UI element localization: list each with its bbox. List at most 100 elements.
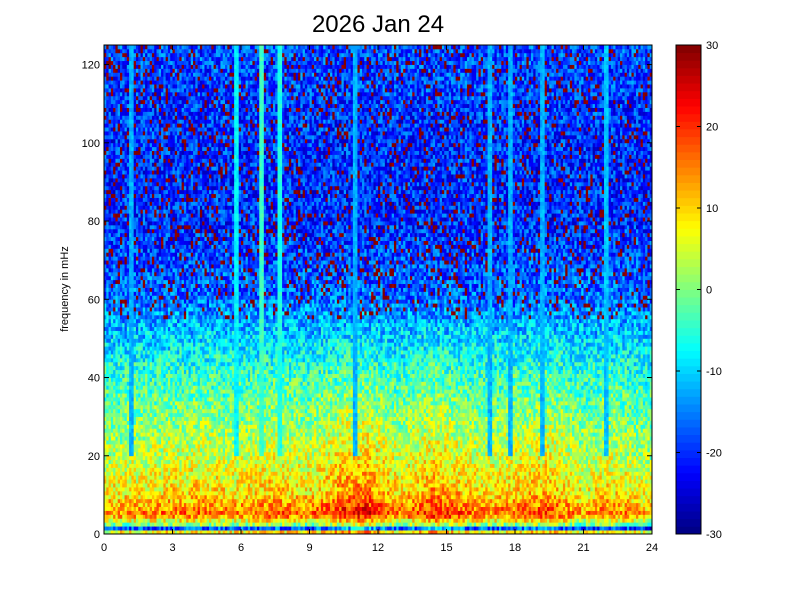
heatmap-cell — [138, 518, 141, 523]
heatmap-cell — [133, 502, 137, 508]
heatmap-cell — [106, 56, 109, 62]
heatmap-cell — [147, 412, 151, 418]
heatmap-cell — [190, 393, 194, 398]
heatmap-cell — [126, 295, 130, 300]
heatmap-cell — [161, 68, 164, 73]
heatmap-cell — [131, 397, 135, 402]
heatmap-cell — [174, 397, 178, 402]
heatmap-cell — [186, 267, 189, 273]
heatmap-cell — [104, 412, 107, 418]
heatmap-cell — [110, 91, 114, 97]
heatmap-cell — [158, 213, 162, 218]
heatmap-cell — [133, 240, 137, 245]
heatmap-cell — [124, 369, 128, 375]
heatmap-cell — [133, 299, 137, 304]
heatmap-cell — [147, 76, 151, 81]
heatmap-cell — [149, 354, 153, 359]
heatmap-cell — [177, 232, 180, 238]
heatmap-cell — [158, 197, 162, 202]
heatmap-cell — [119, 205, 123, 210]
heatmap-cell — [115, 526, 119, 531]
heatmap-cell — [188, 334, 192, 339]
heatmap-cell — [110, 357, 114, 363]
heatmap-cell — [186, 295, 189, 300]
heatmap-cell — [129, 146, 132, 152]
heatmap-cell — [133, 170, 137, 175]
heatmap-cell — [163, 52, 167, 58]
heatmap-cell — [172, 256, 176, 261]
heatmap-cell — [181, 303, 185, 308]
heatmap-cell — [156, 346, 160, 351]
heatmap-cell — [124, 483, 128, 488]
heatmap-cell — [106, 432, 109, 437]
heatmap-cell — [181, 287, 185, 292]
heatmap-cell — [149, 381, 153, 386]
heatmap-cell — [167, 471, 171, 476]
heatmap-cell — [190, 80, 194, 85]
heatmap-cell — [104, 447, 107, 453]
heatmap-cell — [177, 342, 180, 347]
heatmap-cell — [156, 440, 160, 445]
heatmap-cell — [183, 291, 187, 296]
heatmap-cell — [163, 72, 167, 77]
heatmap-cell — [104, 346, 107, 351]
heatmap-cell — [151, 483, 155, 488]
heatmap-cell — [147, 99, 151, 105]
heatmap-cell — [113, 334, 116, 339]
heatmap-cell — [135, 193, 139, 198]
heatmap-cell — [172, 166, 176, 171]
heatmap-cell — [110, 244, 114, 249]
heatmap-cell — [140, 146, 144, 152]
heatmap-cell — [170, 138, 173, 144]
heatmap-cell — [174, 393, 178, 398]
heatmap-cell — [179, 428, 183, 433]
heatmap-cell — [183, 451, 187, 457]
heatmap-cell — [163, 373, 167, 378]
heatmap-cell — [174, 346, 178, 351]
heatmap-cell — [115, 369, 119, 375]
heatmap-cell — [142, 279, 146, 285]
heatmap-cell — [188, 487, 192, 492]
heatmap-cell — [122, 134, 125, 140]
heatmap-cell — [133, 463, 137, 468]
heatmap-cell — [167, 389, 171, 394]
heatmap-cell — [174, 224, 178, 230]
heatmap-cell — [188, 111, 192, 116]
heatmap-cell — [108, 84, 112, 89]
heatmap-cell — [154, 217, 157, 222]
heatmap-cell — [140, 236, 144, 241]
heatmap-cell — [129, 64, 132, 69]
heatmap-cell — [119, 412, 123, 418]
heatmap-cell — [126, 127, 130, 132]
heatmap-cell — [138, 526, 141, 531]
heatmap-cell — [135, 510, 139, 515]
heatmap-cell — [126, 385, 130, 390]
heatmap-cell — [158, 260, 162, 265]
heatmap-cell — [126, 244, 130, 249]
heatmap-cell — [165, 213, 169, 218]
heatmap-cell — [151, 389, 155, 394]
heatmap-cell — [147, 232, 151, 238]
heatmap-cell — [119, 99, 123, 105]
heatmap-cell — [124, 232, 128, 238]
heatmap-cell — [151, 338, 155, 343]
heatmap-cell — [172, 162, 176, 167]
heatmap-cell — [161, 314, 164, 320]
heatmap-cell — [122, 342, 125, 347]
heatmap-cell — [181, 52, 185, 58]
heatmap-cell — [117, 72, 121, 77]
heatmap-cell — [170, 76, 173, 81]
heatmap-cell — [110, 416, 114, 421]
heatmap-cell — [158, 530, 162, 535]
heatmap-cell — [156, 307, 160, 312]
heatmap-cell — [149, 436, 153, 441]
heatmap-cell — [110, 232, 114, 238]
heatmap-cell — [161, 502, 164, 508]
heatmap-cell — [106, 530, 109, 535]
heatmap-cell — [119, 490, 123, 496]
heatmap-cell — [129, 193, 132, 198]
heatmap-cell — [142, 84, 146, 89]
heatmap-cell — [142, 201, 146, 206]
heatmap-cell — [179, 88, 183, 93]
heatmap-cell — [165, 279, 169, 285]
